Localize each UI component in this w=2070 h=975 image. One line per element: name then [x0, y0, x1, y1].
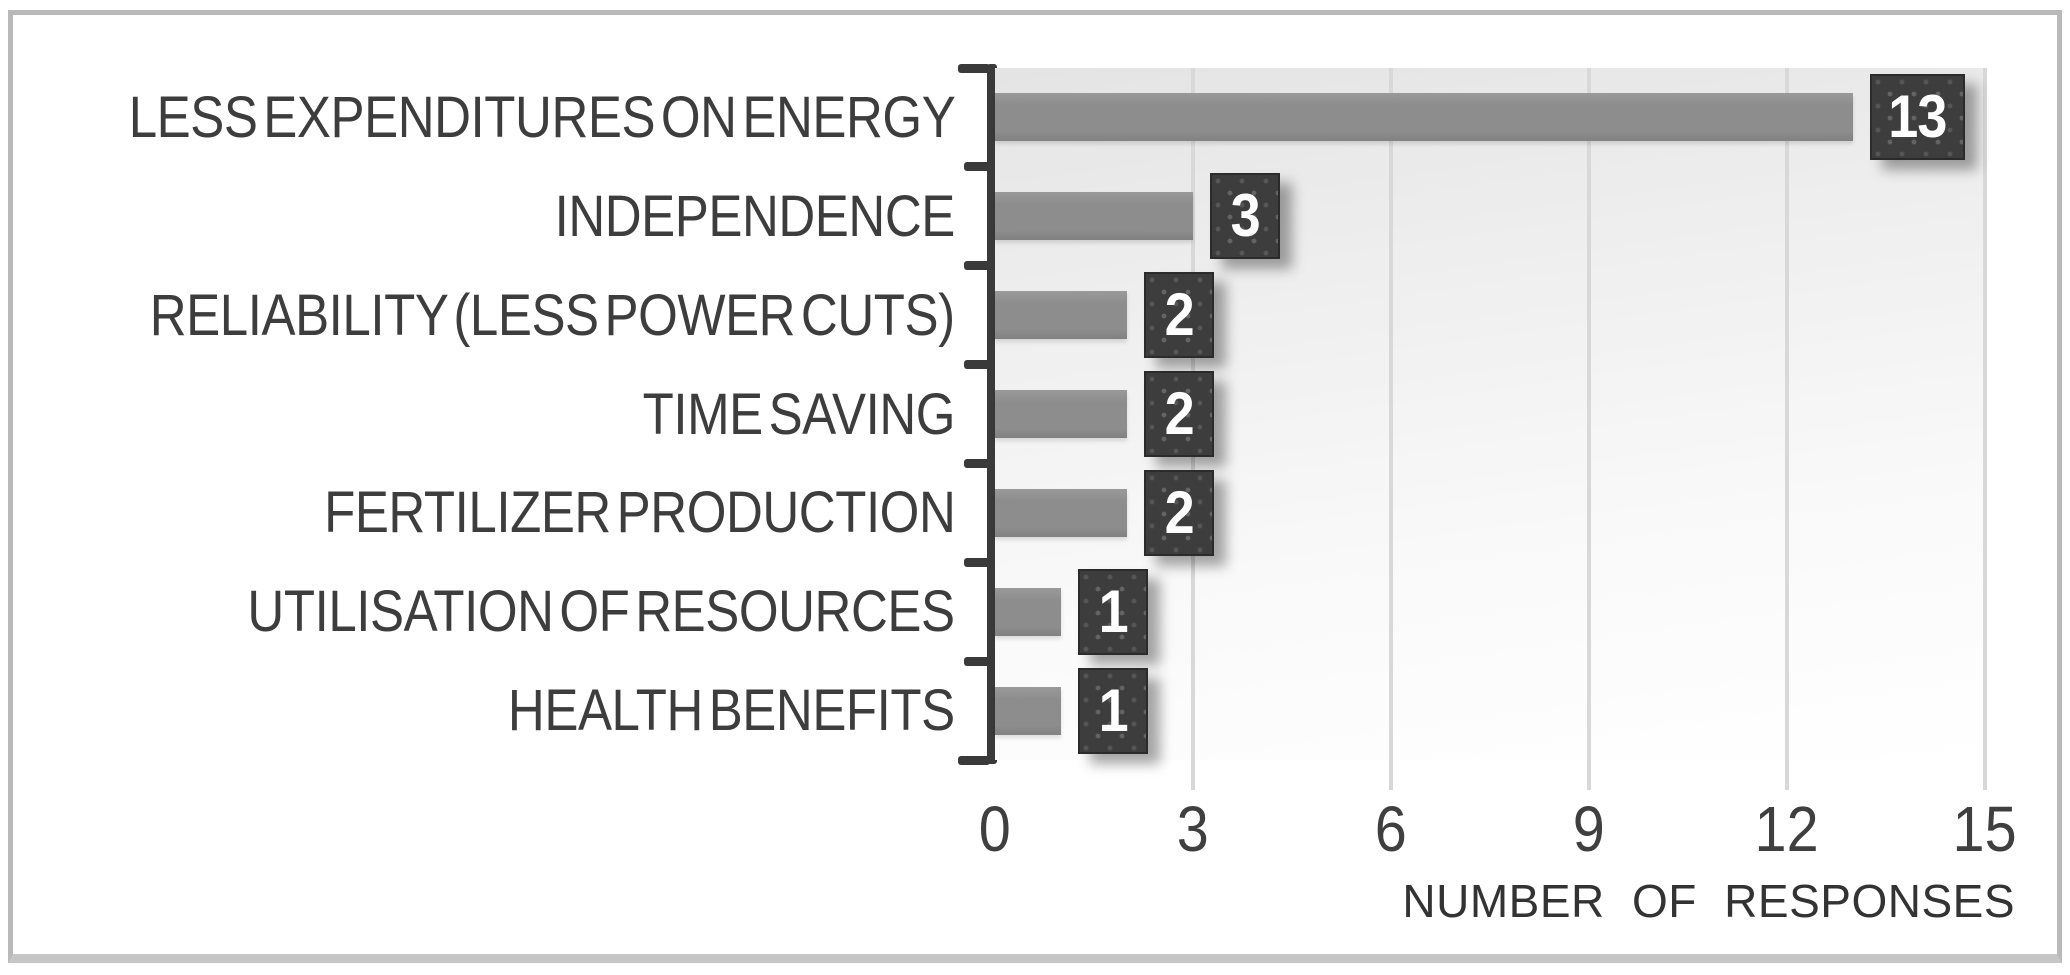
data-label-value: 1 — [1098, 577, 1128, 645]
bar-row: 1 — [995, 562, 1985, 661]
value-axis-tick-label: 12 — [1754, 793, 1820, 865]
category-label: TIME SAVING — [642, 381, 956, 447]
category-axis-tick — [964, 261, 990, 271]
category-label: UTILISATION OF RESOURCES — [247, 579, 956, 645]
value-axis-tick-label: 3 — [1176, 793, 1210, 865]
category-label: LESS EXPENDITURES ON ENERGY — [128, 84, 955, 150]
category-axis-line — [987, 64, 997, 764]
value-axis-tick-label: 0 — [978, 793, 1012, 865]
bar-row: 2 — [995, 365, 1985, 464]
bar-row: 3 — [995, 167, 1985, 266]
gridline — [1389, 68, 1393, 790]
value-axis-title: NUMBER OF RESPONSES — [1402, 875, 2015, 927]
data-label-value: 2 — [1164, 379, 1194, 447]
data-label-chip: 1 — [1078, 667, 1148, 754]
data-label-value: 3 — [1230, 182, 1260, 250]
data-label-value: 1 — [1098, 676, 1128, 744]
bar-row: 1 — [995, 661, 1985, 760]
bar — [995, 587, 1061, 636]
value-axis-tick-label: 6 — [1374, 793, 1408, 865]
bar — [995, 192, 1193, 241]
data-label-chip: 13 — [1870, 74, 1965, 161]
category-label: FERTILIZER PRODUCTION — [323, 480, 956, 546]
data-label-value: 2 — [1164, 478, 1194, 546]
data-label-chip: 2 — [1144, 272, 1214, 359]
category-axis-tick — [964, 656, 990, 666]
category-axis-tick — [958, 63, 990, 73]
bar — [995, 488, 1127, 537]
category-label: HEALTH BENEFITS — [508, 678, 955, 744]
bar — [995, 389, 1127, 438]
data-label-chip: 3 — [1210, 173, 1280, 260]
category-axis-labels: LESS EXPENDITURES ON ENERGY INDEPENDENCE R… — [25, 68, 955, 760]
gridline — [1587, 68, 1591, 790]
value-axis-tick-label: 15 — [1952, 793, 2018, 865]
category-label: RELIABILITY (LESS POWER CUTS) — [150, 282, 955, 348]
data-label-chip: 2 — [1144, 469, 1214, 556]
bar-row: 2 — [995, 463, 1985, 562]
bar-row: 2 — [995, 266, 1985, 365]
category-label: INDEPENDENCE — [554, 183, 956, 249]
category-axis-tick — [958, 755, 990, 765]
gridline — [1785, 68, 1789, 790]
bar — [995, 686, 1061, 735]
data-label-chip: 1 — [1078, 568, 1148, 655]
data-label-value: 13 — [1888, 83, 1947, 151]
category-axis-tick — [964, 360, 990, 370]
plot-area: 13 3 2 2 2 1 1 — [995, 68, 1987, 790]
bar — [995, 93, 1853, 142]
bar-row: 13 — [995, 68, 1985, 167]
category-axis-tick — [964, 557, 990, 567]
category-axis-tick — [964, 162, 990, 172]
bar — [995, 291, 1127, 340]
data-label-chip: 2 — [1144, 370, 1214, 457]
category-axis-tick — [964, 458, 990, 468]
value-axis-tick-label: 9 — [1572, 793, 1606, 865]
gridline — [1983, 68, 1987, 790]
data-label-value: 2 — [1164, 281, 1194, 349]
